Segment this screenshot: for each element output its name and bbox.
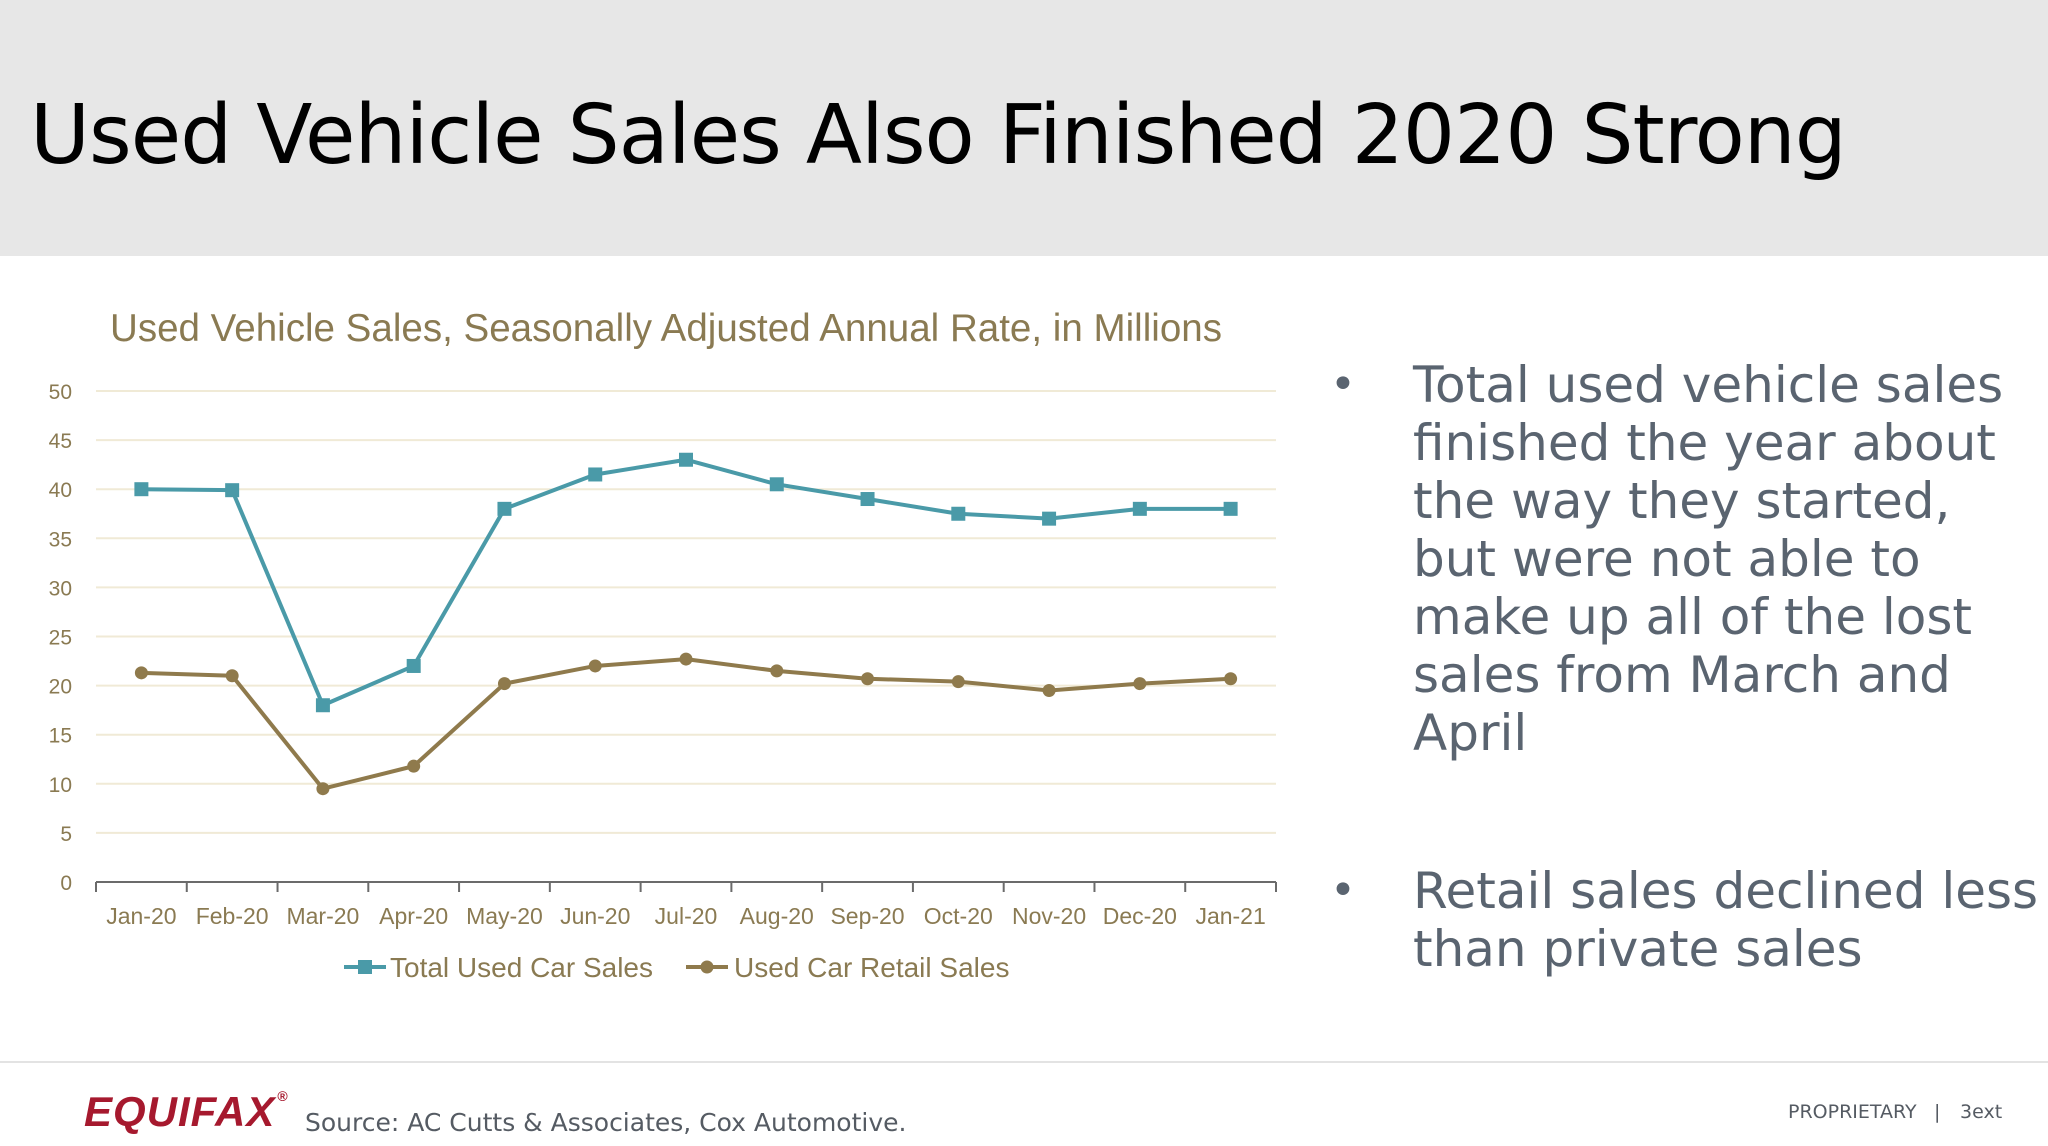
data-point bbox=[1223, 501, 1238, 516]
y-tick-label: 30 bbox=[49, 577, 72, 600]
registered-mark-icon: ® bbox=[277, 1088, 289, 1104]
legend-marker bbox=[700, 960, 714, 974]
x-tick-label: Jun-20 bbox=[560, 903, 630, 929]
x-tick-label: Jan-20 bbox=[106, 903, 176, 929]
data-point bbox=[588, 467, 603, 482]
x-tick-label: Aug-20 bbox=[740, 903, 814, 929]
y-tick-label: 0 bbox=[60, 872, 72, 895]
source-note: Source: AC Cutts & Associates, Cox Autom… bbox=[305, 1108, 907, 1137]
data-point bbox=[769, 477, 784, 492]
data-point bbox=[406, 658, 421, 673]
equifax-logo: EQUIFAX ® bbox=[84, 1088, 289, 1135]
y-tick-label: 35 bbox=[49, 528, 72, 551]
bullet-dot-icon: • bbox=[1330, 865, 1356, 916]
data-point bbox=[407, 759, 421, 773]
data-point bbox=[497, 501, 512, 516]
y-tick-label: 10 bbox=[49, 774, 72, 797]
x-tick-label: Feb-20 bbox=[196, 903, 269, 929]
line-chart: Used Vehicle Sales, Seasonally Adjusted … bbox=[0, 256, 1320, 1036]
x-tick-label: Jul-20 bbox=[655, 903, 718, 929]
x-tick-label: May-20 bbox=[466, 903, 543, 929]
bullet-dot-icon: • bbox=[1330, 359, 1356, 410]
x-tick-label: Sep-20 bbox=[830, 903, 904, 929]
data-point bbox=[588, 659, 602, 673]
data-point bbox=[951, 675, 965, 689]
legend-marker bbox=[358, 960, 372, 974]
legend-label: Total Used Car Sales bbox=[390, 952, 653, 983]
bullet-text: Total used vehicle sales finished the ye… bbox=[1413, 356, 2004, 762]
y-tick-label: 45 bbox=[49, 430, 72, 453]
data-point bbox=[1133, 677, 1147, 691]
data-point bbox=[679, 652, 693, 666]
page-number: 3ext bbox=[1960, 1101, 2003, 1123]
data-point bbox=[679, 452, 693, 467]
legend-label: Used Car Retail Sales bbox=[734, 952, 1009, 983]
series-line bbox=[141, 457, 1231, 708]
chart-canvas: Used Vehicle Sales, Seasonally Adjusted … bbox=[49, 307, 1277, 983]
data-point bbox=[225, 483, 240, 498]
slide-title: Used Vehicle Sales Also Finished 2020 St… bbox=[30, 88, 1847, 183]
data-point bbox=[225, 669, 239, 683]
y-tick-label: 40 bbox=[49, 479, 72, 502]
y-tick-label: 50 bbox=[49, 381, 72, 404]
x-tick-label: Nov-20 bbox=[1012, 903, 1086, 929]
data-point bbox=[1224, 672, 1238, 686]
y-tick-label: 25 bbox=[49, 627, 72, 650]
data-point bbox=[316, 782, 330, 796]
data-point bbox=[1042, 511, 1057, 526]
footer-divider bbox=[0, 1061, 2048, 1063]
y-tick-label: 5 bbox=[60, 823, 72, 846]
data-point bbox=[134, 482, 149, 497]
data-point bbox=[1132, 501, 1147, 516]
x-tick-label: Mar-20 bbox=[286, 903, 359, 929]
data-point bbox=[315, 698, 330, 713]
x-tick-label: Apr-20 bbox=[379, 903, 448, 929]
x-tick-label: Oct-20 bbox=[924, 903, 993, 929]
x-tick-label: Dec-20 bbox=[1103, 903, 1177, 929]
data-point bbox=[861, 672, 875, 686]
bullet-item: • Retail sales declined less than privat… bbox=[1320, 862, 2040, 978]
series-line bbox=[141, 657, 1231, 791]
proprietary-label: PROPRIETARY bbox=[1788, 1101, 1917, 1123]
footer-separator: | bbox=[1934, 1101, 1941, 1123]
data-point bbox=[951, 506, 966, 521]
logo-wordmark: EQUIFAX bbox=[84, 1088, 276, 1135]
chart-title: Used Vehicle Sales, Seasonally Adjusted … bbox=[110, 307, 1222, 350]
title-bar: Used Vehicle Sales Also Finished 2020 St… bbox=[0, 0, 2048, 256]
data-point bbox=[770, 664, 784, 678]
y-tick-label: 15 bbox=[49, 725, 72, 748]
data-point bbox=[860, 492, 875, 507]
data-point bbox=[497, 677, 511, 691]
bullet-text: Retail sales declined less than private … bbox=[1413, 862, 2039, 978]
x-tick-label: Jan-21 bbox=[1195, 903, 1265, 929]
bullet-list: • Total used vehicle sales finished the … bbox=[1320, 356, 2040, 978]
bullet-item: • Total used vehicle sales finished the … bbox=[1320, 356, 2040, 762]
data-point bbox=[134, 666, 148, 680]
y-tick-label: 20 bbox=[49, 676, 72, 699]
data-point bbox=[1042, 684, 1056, 698]
